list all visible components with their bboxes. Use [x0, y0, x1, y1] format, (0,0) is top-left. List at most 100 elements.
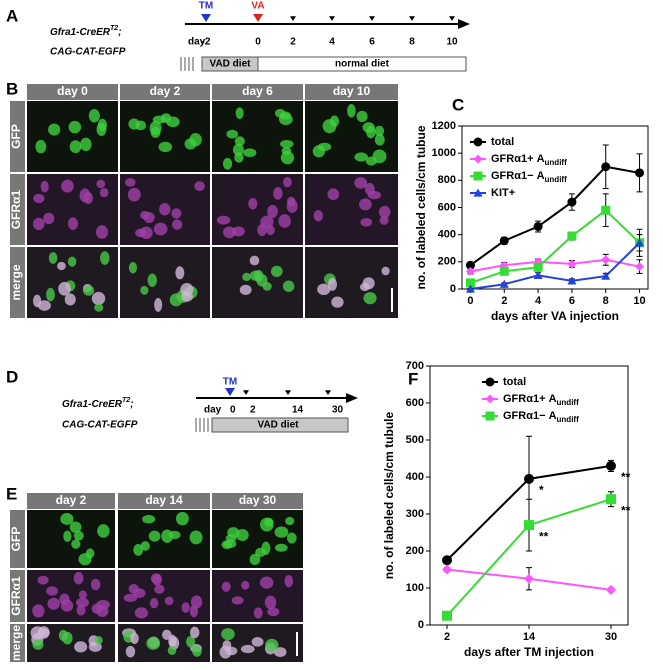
cell: [46, 287, 55, 302]
hatch: [188, 57, 190, 71]
marker: [465, 278, 475, 288]
cell: [58, 281, 71, 296]
legend-text: GFRα1+ A: [503, 393, 557, 405]
legend-entry: GFRα1− Aundiff: [503, 410, 579, 424]
row-header-text: GFRα1: [9, 189, 23, 229]
cell: [140, 541, 150, 551]
marker: [606, 584, 616, 595]
cell: [127, 187, 141, 202]
x-tick-label: 30: [605, 631, 617, 643]
row-header: [10, 624, 25, 662]
cell: [331, 296, 344, 308]
y-tick-label: 0: [418, 619, 424, 631]
marker: [606, 460, 616, 471]
cell: [162, 629, 172, 640]
marker: [533, 270, 543, 280]
column-header: [120, 84, 210, 100]
cell: [76, 604, 86, 616]
cell: [222, 157, 233, 170]
cell: [134, 607, 149, 619]
marker: [499, 236, 509, 246]
cell: [313, 209, 323, 222]
legend-text: GFRα1− A: [503, 410, 557, 422]
day-label: 6: [369, 37, 375, 48]
cell: [194, 181, 205, 192]
legend-entry: GFRα1− Aundiff: [491, 170, 567, 184]
marker: [567, 197, 577, 207]
cell: [264, 517, 274, 527]
cell: [226, 129, 239, 139]
legend-text: total: [491, 136, 514, 148]
cell: [267, 607, 280, 617]
cell: [133, 588, 146, 599]
marker: [601, 255, 611, 265]
y-tick-label: 500: [406, 434, 424, 446]
legend-text: KIT+: [491, 187, 515, 199]
marker: [499, 279, 509, 288]
genotype-end: ;: [118, 27, 121, 38]
cell: [125, 178, 136, 187]
micrograph: [27, 101, 118, 172]
day-label: 8: [409, 37, 415, 48]
cell: [85, 548, 95, 559]
cell: [239, 284, 252, 296]
x-tick-label: 6: [569, 295, 575, 307]
series-line: [469, 165, 640, 267]
va-marker: [253, 14, 263, 22]
y-tick-label: 200: [438, 256, 456, 268]
series-line: [470, 258, 640, 273]
cell: [69, 140, 82, 154]
day-marker: [369, 16, 375, 21]
cell: [286, 532, 297, 544]
cell: [95, 225, 109, 239]
cell: [265, 638, 279, 652]
cell: [94, 635, 103, 645]
cell: [347, 104, 356, 118]
day-marker: [329, 16, 335, 21]
cell: [281, 146, 292, 155]
genotype: CAG-CAT-EGFP: [62, 420, 138, 431]
y-tick-label: 1200: [432, 120, 456, 132]
timeline-marker: TM: [223, 377, 237, 388]
cell: [231, 226, 245, 237]
column-header-text: day 2: [56, 493, 87, 507]
cell: [248, 197, 258, 210]
cell: [149, 597, 159, 609]
cell: [90, 578, 101, 591]
legend-entry: GFRα1+ Aundiff: [503, 393, 579, 407]
cell: [267, 204, 278, 219]
cell: [61, 179, 74, 193]
marker: [567, 259, 577, 269]
cell: [82, 285, 95, 296]
cell: [327, 188, 340, 201]
cell: [255, 547, 266, 558]
y-tick-label: 300: [406, 508, 424, 520]
row-header-text: GFP: [9, 527, 23, 552]
genotype-end: ;: [130, 399, 133, 410]
cell: [180, 283, 194, 296]
cell: [273, 186, 283, 200]
cell: [32, 217, 45, 231]
cell: [78, 590, 87, 600]
cell: [67, 217, 79, 230]
column-header-text: day 14: [145, 493, 183, 507]
cell: [327, 277, 338, 291]
cell: [33, 193, 45, 204]
annotation: **: [539, 529, 549, 543]
cell: [274, 543, 288, 552]
legend-subscript: undiff: [545, 175, 568, 184]
cell: [354, 177, 368, 189]
cell: [362, 122, 375, 133]
cell: [264, 595, 277, 610]
genotype: Gfra1-CreERT2;: [50, 25, 122, 38]
annotation: *: [539, 483, 544, 497]
panel-label: E: [6, 484, 17, 503]
hatch: [199, 418, 201, 432]
cell: [71, 539, 81, 549]
timeline-marker: TM: [199, 1, 213, 12]
cell: [168, 530, 181, 540]
column-header-text: day 10: [333, 84, 371, 98]
legend-entry: KIT+: [491, 187, 515, 199]
cell: [234, 152, 244, 163]
cell: [186, 635, 196, 648]
